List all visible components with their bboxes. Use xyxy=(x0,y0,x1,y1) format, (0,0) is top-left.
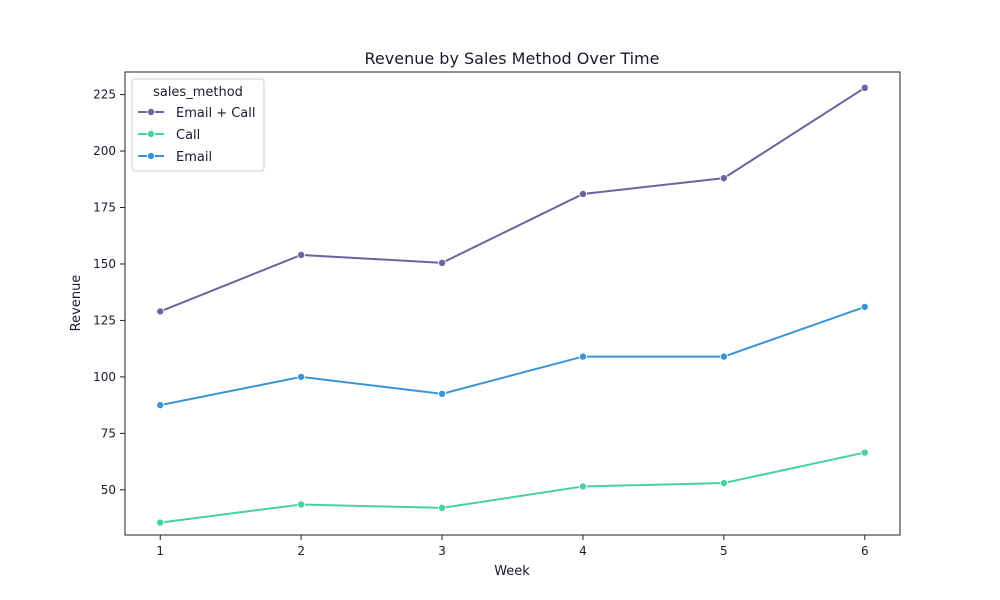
series-line-call xyxy=(160,451,865,524)
series-email xyxy=(156,302,869,410)
legend-title: sales_method xyxy=(153,85,243,100)
series-call xyxy=(156,448,869,527)
legend-label: Call xyxy=(176,128,200,143)
x-axis-label: Week xyxy=(494,564,530,579)
y-tick-label: 150 xyxy=(93,257,116,271)
y-tick-label: 100 xyxy=(93,370,116,384)
data-point-email-call xyxy=(438,258,447,267)
series-email-call xyxy=(156,83,869,316)
y-axis-label: Revenue xyxy=(69,275,84,332)
data-point-call xyxy=(438,503,447,512)
x-axis: 1 2 3 4 5 6 xyxy=(156,535,869,558)
legend-swatch-marker xyxy=(146,151,155,160)
legend-box xyxy=(131,78,265,172)
data-point-email-call xyxy=(860,83,869,92)
plot-area xyxy=(124,71,901,536)
legend-swatch-marker xyxy=(146,108,155,117)
x-tick-label: 2 xyxy=(297,544,305,558)
x-tick-label: 4 xyxy=(579,544,587,558)
data-point-email xyxy=(297,372,306,381)
legend-swatch-marker xyxy=(146,129,155,138)
data-point-call xyxy=(578,482,587,491)
data-point-email xyxy=(438,389,447,398)
x-tick-label: 6 xyxy=(861,544,869,558)
y-tick-label: 200 xyxy=(93,144,116,158)
chart-title: Revenue by Sales Method Over Time xyxy=(365,49,660,68)
x-tick-label: 3 xyxy=(438,544,446,558)
x-tick-label: 1 xyxy=(156,544,164,558)
legend-items: Email + Call Call Email xyxy=(138,106,256,165)
data-point-call xyxy=(156,518,165,527)
legend-item-email: Email xyxy=(138,150,212,165)
y-axis: 50 75 100 125 150 175 200 225 xyxy=(93,88,125,497)
data-point-call xyxy=(860,448,869,457)
data-point-email-call xyxy=(578,189,587,198)
y-tick-label: 175 xyxy=(93,201,116,215)
series-line-email-call xyxy=(159,86,866,313)
y-tick-label: 125 xyxy=(93,313,116,327)
data-point-call xyxy=(719,479,728,488)
data-point-email xyxy=(578,352,587,361)
legend-item-call: Call xyxy=(138,128,200,143)
series-layer xyxy=(156,83,869,527)
y-tick-label: 50 xyxy=(101,483,116,497)
series-line-email xyxy=(160,305,866,407)
data-point-email xyxy=(719,352,728,361)
legend-label: Email xyxy=(176,150,212,165)
y-tick-label: 75 xyxy=(101,426,116,440)
legend: sales_method Email + Call Call Email xyxy=(131,78,265,172)
legend-label: Email + Call xyxy=(176,106,256,121)
data-point-call xyxy=(297,500,306,509)
data-point-email xyxy=(860,302,869,311)
data-point-email-call xyxy=(297,250,306,259)
y-tick-label: 225 xyxy=(93,88,116,102)
data-point-email xyxy=(156,401,165,410)
data-point-email-call xyxy=(719,174,728,183)
data-point-email-call xyxy=(156,307,165,316)
legend-item-email-call: Email + Call xyxy=(138,106,256,121)
x-tick-label: 5 xyxy=(720,544,728,558)
